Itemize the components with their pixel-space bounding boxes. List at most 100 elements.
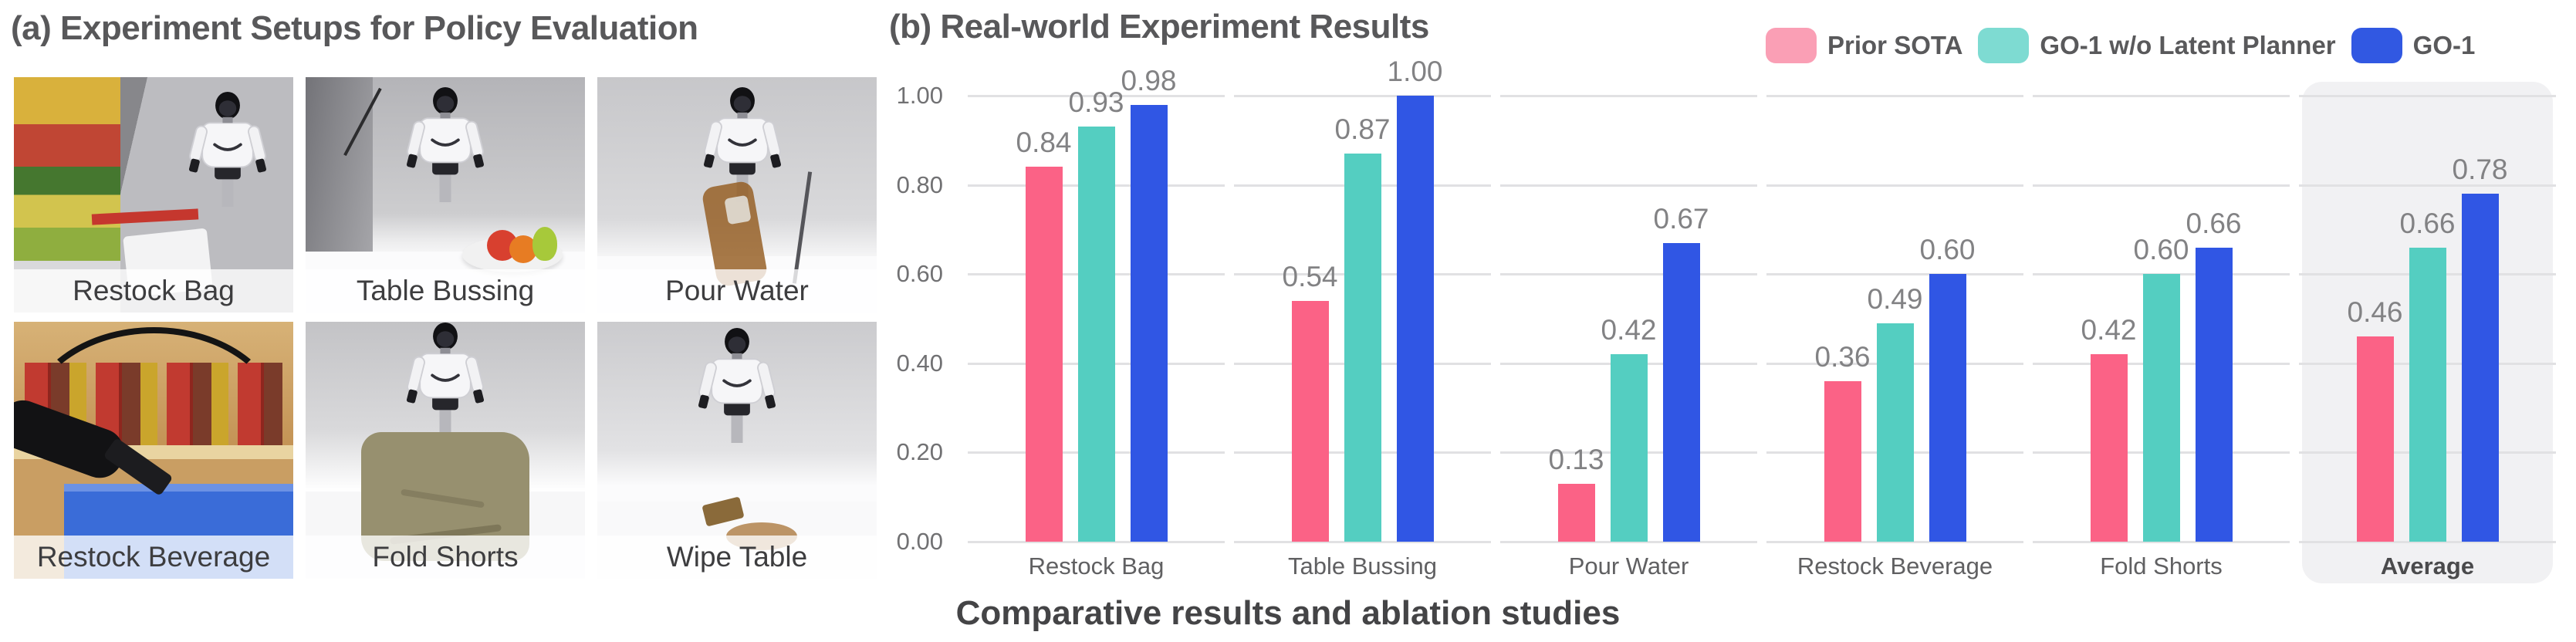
bar-prior-sota-fold-shorts (2090, 354, 2128, 542)
y-tick-0.60: 0.60 (896, 260, 943, 288)
chart-panel-pour-water: 0.13 0.42 0.67 Pour Water (1496, 95, 1762, 579)
legend-label: GO-1 w/o Latent Planner (2040, 31, 2336, 59)
chart-legend: Prior SOTA GO-1 w/o Latent Planner GO-1 (1766, 28, 2475, 63)
legend-item-go1-wo-latent-planner: GO-1 w/o Latent Planner (1978, 28, 2336, 63)
y-tick-1.00: 1.00 (896, 82, 943, 109)
legend-label: GO-1 (2412, 31, 2476, 59)
bar-value-label: 1.00 (1387, 56, 1443, 87)
chart-panel-table-bussing: 0.54 0.87 1.00 Table Bussing (1229, 56, 1496, 579)
bar-value-label: 0.67 (1653, 202, 1709, 235)
chart-panel-restock-bag: 0.84 0.93 0.98 Restock Bag (963, 65, 1229, 579)
experiment-photo-grid: Restock Bag Table Bussing Pour Water (14, 77, 877, 579)
chart-panel-fold-shorts: 0.42 0.60 0.66 Fold Shorts (2028, 95, 2294, 579)
gridline (2033, 541, 2290, 543)
category-label-restock-beverage: Restock Beverage (1797, 552, 1993, 579)
bar-go-1-w-o-latent-planner-restock-beverage (1876, 323, 1914, 542)
bar-go-1-restock-bag (1130, 104, 1168, 542)
legend-item-prior-sota: Prior SOTA (1766, 28, 1962, 63)
y-tick-0.40: 0.40 (896, 349, 943, 377)
bar-value-label: 0.98 (1121, 64, 1177, 96)
go1-wo-latent-planner-swatch (1978, 28, 2030, 63)
bar-value-label: 0.93 (1068, 86, 1124, 119)
gridline (1500, 95, 1757, 97)
robot-illustration (651, 327, 823, 443)
bar-value-label: 0.78 (2452, 154, 2508, 186)
bar-go-1-table-bussing (1396, 96, 1434, 542)
bar-prior-sota-restock-bag (1025, 167, 1063, 542)
photo-pour-water: Pour Water (597, 77, 877, 313)
photo-label: Restock Bag (14, 269, 293, 313)
bar-prior-sota-restock-beverage (1824, 380, 1861, 542)
robot-illustration (363, 86, 529, 202)
bar-value-label: 0.66 (2186, 207, 2242, 239)
category-label-restock-bag: Restock Bag (1028, 552, 1165, 579)
gridline (1234, 95, 1491, 97)
bar-value-label: 0.87 (1334, 113, 1391, 146)
panel-b-title: (b) Real-world Experiment Results (889, 8, 1429, 46)
prior-sota-swatch (1766, 28, 1817, 63)
legend-label: Prior SOTA (1827, 31, 1963, 59)
bar-value-label: 0.60 (2133, 234, 2189, 266)
bar-go-1-average (2461, 194, 2499, 542)
gridline (1500, 273, 1757, 276)
bar-chart: 0.84 0.93 0.98 Restock Bag 0.54 0.87 1.00 Table… (963, 56, 2561, 583)
panel-a-title: (a) Experiment Setups for Policy Evaluat… (11, 9, 698, 47)
bar-value-label: 0.42 (1601, 314, 1657, 346)
wall-illustration (306, 77, 373, 261)
gridline (1500, 184, 1757, 187)
category-label-table-bussing: Table Bussing (1287, 552, 1437, 579)
bar-go-1-w-o-latent-planner-restock-bag (1077, 127, 1115, 542)
gridline (1234, 541, 1491, 543)
bar-value-label: 0.46 (2347, 296, 2403, 329)
gridline (2299, 541, 2556, 543)
gridline (968, 541, 1225, 543)
gridline (2299, 95, 2556, 97)
bar-value-label: 0.66 (2399, 207, 2456, 239)
bottle-cap-illustration (723, 194, 752, 225)
y-axis: 1.00 0.80 0.60 0.40 0.20 0.00 (849, 82, 943, 555)
cable-illustration (25, 326, 284, 519)
figure-caption: Comparative results and ablation studies (955, 594, 1621, 632)
bar-value-label: 0.60 (1919, 234, 1976, 266)
gridline (2033, 95, 2290, 97)
gridline (1766, 273, 2023, 276)
photo-restock-beverage: Restock Beverage (14, 322, 293, 579)
chart-panel-average: 0.46 0.66 0.78 Average (2294, 82, 2561, 583)
bar-go-1-pour-water (1662, 242, 1700, 542)
y-tick-0.00: 0.00 (896, 528, 943, 555)
bar-value-label: 0.84 (1016, 127, 1072, 159)
robot-illustration (355, 322, 536, 438)
photo-label: Table Bussing (306, 269, 585, 313)
bar-prior-sota-table-bussing (1291, 300, 1329, 542)
photo-table-bussing: Table Bussing (306, 77, 585, 313)
bar-prior-sota-pour-water (1557, 483, 1595, 542)
photo-restock-bag: Restock Bag (14, 77, 293, 313)
photo-wipe-table: Wipe Table (597, 322, 877, 579)
gridline (1766, 541, 2023, 543)
gridline (1766, 95, 2023, 97)
go1-swatch (2351, 28, 2402, 63)
bar-go-1-w-o-latent-planner-fold-shorts (2142, 274, 2180, 542)
y-tick-0.20: 0.20 (896, 438, 943, 466)
category-label-pour-water: Pour Water (1568, 552, 1689, 579)
bar-value-label: 0.42 (2081, 314, 2137, 346)
photo-label: Restock Beverage (14, 536, 293, 579)
photo-label: Fold Shorts (306, 536, 585, 579)
photo-fold-shorts: Fold Shorts (306, 322, 585, 579)
bar-value-label: 0.49 (1867, 282, 1923, 315)
bar-go-1-fold-shorts (2195, 247, 2233, 542)
legend-item-go1: GO-1 (2351, 28, 2476, 63)
category-label-average: Average (2380, 552, 2475, 579)
category-label-fold-shorts: Fold Shorts (2100, 552, 2223, 579)
bar-prior-sota-average (2356, 336, 2394, 542)
gridline (1500, 541, 1757, 543)
gridline (968, 95, 1225, 97)
gridline (1766, 184, 2023, 187)
chart-panel-restock-beverage: 0.36 0.49 0.60 Restock Beverage (1762, 95, 2028, 579)
robot-illustration (139, 91, 293, 207)
bar-go-1-w-o-latent-planner-pour-water (1610, 354, 1648, 542)
bar-go-1-restock-beverage (1929, 274, 1966, 542)
bar-value-label: 0.13 (1548, 443, 1604, 475)
photo-label: Wipe Table (597, 536, 877, 579)
